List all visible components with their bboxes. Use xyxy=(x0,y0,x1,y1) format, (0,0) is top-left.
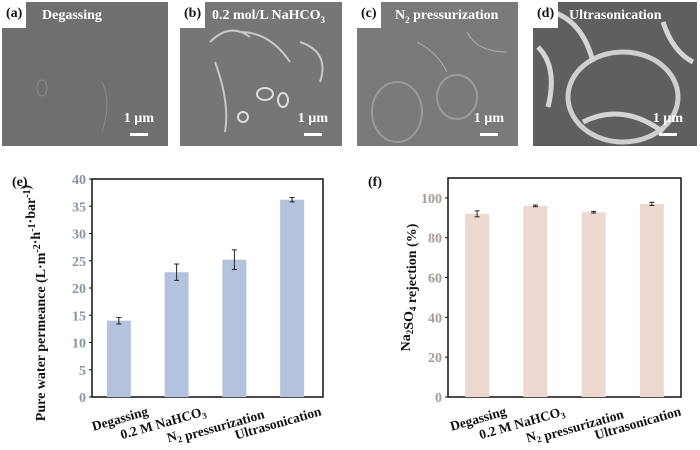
bar xyxy=(222,259,247,397)
panel-title: Degassing xyxy=(42,8,102,23)
y-tick-label: 35 xyxy=(72,200,86,215)
y-tick-label: 20 xyxy=(428,351,442,366)
bar xyxy=(280,199,305,397)
panel-title: 0.2 mol/L NaHCO3 xyxy=(212,8,326,25)
sem-panel-a: (a) Degassing 1 µm xyxy=(2,2,168,146)
y-tick-label: 5 xyxy=(79,364,86,379)
sem-panel-b: (b) 0.2 mol/L NaHCO3 1 µm xyxy=(180,2,342,146)
y-tick-label: 30 xyxy=(72,228,86,243)
bar xyxy=(465,213,490,397)
panel-label: (a) xyxy=(2,2,27,28)
sem-panel-d: (d) Ultrasonication 1 µm xyxy=(533,2,697,146)
sem-image-ultrasonication xyxy=(533,2,697,146)
bar xyxy=(523,205,548,397)
bar xyxy=(106,320,131,397)
y-tick-label: 40 xyxy=(428,311,442,326)
y-axis-label: Na2SO4 rejection (%) xyxy=(399,223,420,351)
y-tick-label: 80 xyxy=(428,232,442,247)
scale-label: 1 µm xyxy=(473,111,504,126)
bar xyxy=(164,272,189,397)
y-tick-label: 10 xyxy=(72,337,86,352)
scale-label: 1 µm xyxy=(297,111,328,126)
panel-title: N2 pressurization xyxy=(395,8,499,25)
panel-title: Ultrasonication xyxy=(569,8,662,23)
bar xyxy=(581,212,606,397)
y-axis-label: Pure water permeance (L·m-2·h-1·bar-1) xyxy=(19,184,49,421)
y-tick-label: 100 xyxy=(421,192,442,207)
scale-bar: 1 µm xyxy=(474,111,504,136)
panel-label: (c) xyxy=(357,2,381,28)
y-tick-label: 60 xyxy=(428,272,442,287)
scale-bar: 1 µm xyxy=(124,111,154,136)
scale-label: 1 µm xyxy=(652,111,683,126)
sem-image-degassing xyxy=(2,2,168,146)
panel-label: (b) xyxy=(180,2,206,28)
y-tick-label: 0 xyxy=(435,391,442,406)
y-tick-label: 15 xyxy=(72,309,86,324)
plot-frame xyxy=(447,177,682,398)
scale-label: 1 µm xyxy=(123,111,154,126)
y-tick-label: 40 xyxy=(72,173,86,188)
scale-bar: 1 µm xyxy=(653,111,683,136)
y-tick-label: 20 xyxy=(72,282,86,297)
y-tick-label: 0 xyxy=(79,391,86,406)
scale-bar: 1 µm xyxy=(298,111,328,136)
bar xyxy=(639,203,664,397)
panel-label: (d) xyxy=(533,2,559,28)
panel-label: (e) xyxy=(12,175,28,190)
sem-image-n2 xyxy=(357,2,518,146)
sem-image-nahco3 xyxy=(180,2,342,146)
y-tick-label: 25 xyxy=(72,255,86,270)
sem-panel-c: (c) N2 pressurization 1 µm xyxy=(357,2,518,146)
panel-label: (f) xyxy=(368,175,382,190)
